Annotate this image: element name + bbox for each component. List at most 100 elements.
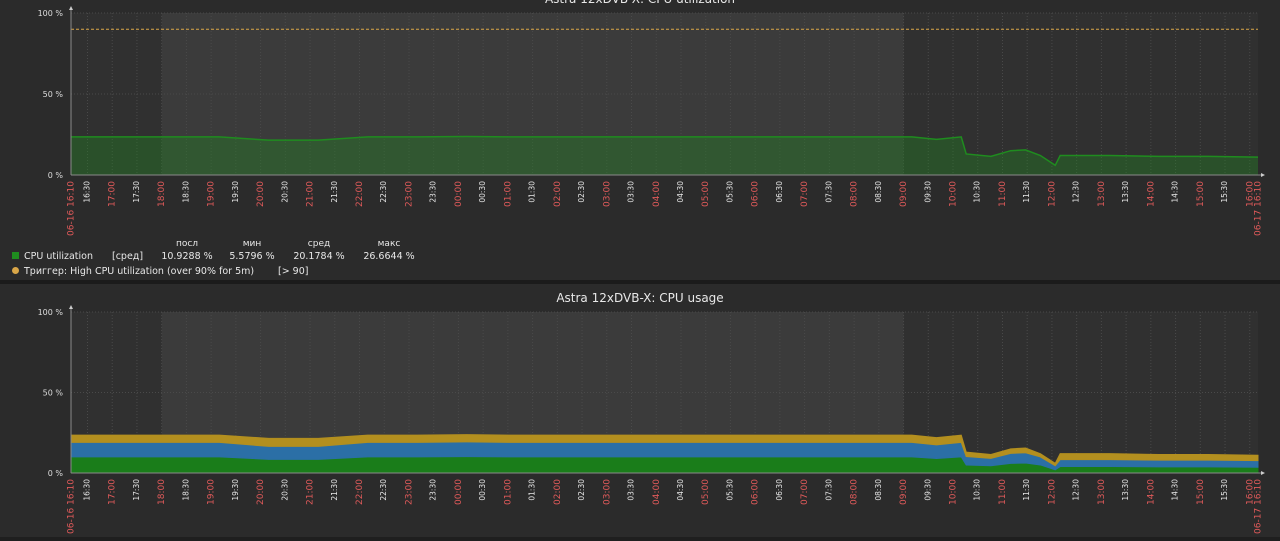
x-tick-label: 13:00 bbox=[1097, 479, 1107, 505]
trigger-legend-dot bbox=[12, 267, 19, 274]
x-tick-label: 08:30 bbox=[874, 181, 883, 203]
x-tick-label: 11:00 bbox=[998, 181, 1008, 207]
x-axis-arrow bbox=[1261, 173, 1265, 177]
x-tick-label: 06:00 bbox=[751, 181, 761, 207]
x-tick-label: 02:30 bbox=[577, 479, 586, 501]
x-tick-label: 20:30 bbox=[280, 479, 289, 501]
x-tick-label: 05:00 bbox=[701, 479, 711, 505]
x-tick-label: 20:00 bbox=[256, 181, 266, 207]
trigger-legend-condition: [> 90] bbox=[278, 266, 308, 277]
x-tick-label: 22:00 bbox=[355, 181, 365, 207]
x-tick-label: 09:30 bbox=[923, 479, 932, 501]
y-tick-label: 0 % bbox=[48, 469, 64, 478]
x-tick-label: 12:00 bbox=[1047, 181, 1057, 207]
x-tick-label: 16:30 bbox=[82, 479, 91, 501]
legend-item-func: [сред] bbox=[112, 251, 143, 262]
legend-item-name: CPU utilization bbox=[24, 251, 93, 262]
x-tick-label: 23:00 bbox=[404, 181, 414, 207]
x-tick-label: 12:00 bbox=[1047, 479, 1057, 505]
x-tick-label: 03:00 bbox=[602, 479, 612, 505]
x-tick-label: 07:00 bbox=[800, 181, 810, 207]
y-tick-label: 100 % bbox=[38, 308, 64, 317]
y-axis-arrow bbox=[69, 305, 73, 309]
legend-max-value: 26.6644 % bbox=[363, 251, 414, 262]
x-tick-label: 01:30 bbox=[528, 181, 537, 203]
y-tick-label: 100 % bbox=[38, 9, 64, 18]
x-tick-label: 05:30 bbox=[725, 181, 734, 203]
x-tick-label: 18:30 bbox=[181, 181, 190, 203]
x-tick-label: 17:00 bbox=[108, 479, 118, 505]
x-tick-label: 14:00 bbox=[1146, 479, 1156, 505]
x-tick-label: 23:30 bbox=[429, 479, 438, 501]
x-tick-label: 22:00 bbox=[355, 479, 365, 505]
x-tick-label: 14:30 bbox=[1171, 479, 1180, 501]
x-tick-label: 09:00 bbox=[899, 181, 909, 207]
y-tick-label: 0 % bbox=[48, 171, 64, 180]
x-tick-label: 09:00 bbox=[899, 479, 909, 505]
x-tick-label: 05:30 bbox=[725, 479, 734, 501]
legend-header: сред bbox=[308, 239, 330, 249]
cpu-usage-chart[interactable]: Astra 12xDVB-X: CPU usage 0 % 50 % 100 % 16:… bbox=[0, 284, 1280, 537]
x-tick-label: 03:30 bbox=[627, 479, 636, 501]
x-tick-label: 16:30 bbox=[82, 181, 91, 203]
x-tick-label: 09:30 bbox=[923, 181, 932, 203]
x-tick-label: 04:00 bbox=[652, 479, 662, 505]
x-tick-label: 21:30 bbox=[330, 181, 339, 203]
x-axis-arrow bbox=[1261, 471, 1265, 475]
x-tick-label: 17:30 bbox=[132, 181, 141, 203]
x-tick-label: 01:30 bbox=[528, 479, 537, 501]
x-tick-label: 15:00 bbox=[1196, 181, 1206, 207]
x-tick-label: 19:00 bbox=[207, 181, 217, 207]
x-tick-label: 02:30 bbox=[577, 181, 586, 203]
x-tick-label: 10:00 bbox=[949, 181, 959, 207]
cpu-utilization-graph-panel: Astra 12xDVB-X: CPU utilization 0 % 50 % 10… bbox=[0, 0, 1280, 280]
x-tick-label: 21:00 bbox=[306, 479, 316, 505]
x-end-label: 06-17 16:10 bbox=[1254, 479, 1264, 534]
x-tick-label: 12:30 bbox=[1072, 181, 1081, 203]
x-tick-label: 16:00 bbox=[1245, 479, 1255, 505]
x-tick-label: 11:30 bbox=[1022, 479, 1031, 501]
x-tick-label: 15:30 bbox=[1220, 479, 1229, 501]
x-tick-label: 04:00 bbox=[652, 181, 662, 207]
x-tick-label: 10:30 bbox=[973, 181, 982, 203]
x-tick-label: 10:00 bbox=[949, 479, 959, 505]
x-tick-label: 19:30 bbox=[231, 479, 240, 501]
x-tick-label: 11:00 bbox=[998, 479, 1008, 505]
x-tick-label: 02:00 bbox=[553, 479, 563, 505]
chart-title: Astra 12xDVB-X: CPU utilization bbox=[545, 0, 735, 6]
x-tick-label: 22:30 bbox=[379, 479, 388, 501]
x-tick-label: 08:00 bbox=[850, 479, 860, 505]
x-tick-label: 15:30 bbox=[1220, 181, 1229, 203]
cpu-utilization-chart[interactable]: Astra 12xDVB-X: CPU utilization 0 % 50 % 10… bbox=[0, 0, 1280, 280]
trigger-legend-label: Триггер: High CPU utilization (over 90% … bbox=[23, 266, 254, 277]
x-tick-label: 22:30 bbox=[379, 181, 388, 203]
y-axis-arrow bbox=[69, 6, 73, 10]
x-tick-label: 05:00 bbox=[701, 181, 711, 207]
x-tick-label: 00:00 bbox=[454, 479, 464, 505]
x-tick-label: 00:30 bbox=[478, 479, 487, 501]
x-tick-label: 12:30 bbox=[1072, 479, 1081, 501]
x-tick-label: 04:30 bbox=[676, 181, 685, 203]
x-tick-label: 04:30 bbox=[676, 479, 685, 501]
x-tick-label: 07:30 bbox=[824, 181, 833, 203]
x-tick-label: 21:00 bbox=[306, 181, 316, 207]
x-tick-label: 13:30 bbox=[1121, 479, 1130, 501]
x-tick-label: 19:30 bbox=[231, 181, 240, 203]
x-tick-label: 02:00 bbox=[553, 181, 563, 207]
series-line bbox=[71, 135, 1259, 167]
legend-header: мин bbox=[243, 239, 262, 249]
x-tick-label: 03:30 bbox=[627, 181, 636, 203]
x-tick-label: 20:30 bbox=[280, 181, 289, 203]
x-tick-label: 18:00 bbox=[157, 479, 167, 505]
x-tick-label: 21:30 bbox=[330, 479, 339, 501]
x-tick-label: 06:00 bbox=[751, 479, 761, 505]
x-tick-label: 15:00 bbox=[1196, 479, 1206, 505]
legend-header: макс bbox=[378, 239, 401, 249]
x-tick-label: 17:00 bbox=[108, 181, 118, 207]
x-tick-label: 06:30 bbox=[775, 479, 784, 501]
x-tick-label: 14:00 bbox=[1146, 181, 1156, 207]
x-start-label: 06-16 16:10 bbox=[67, 181, 77, 236]
x-tick-label: 07:00 bbox=[800, 479, 810, 505]
x-tick-label: 00:00 bbox=[454, 181, 464, 207]
x-tick-label: 13:30 bbox=[1121, 181, 1130, 203]
